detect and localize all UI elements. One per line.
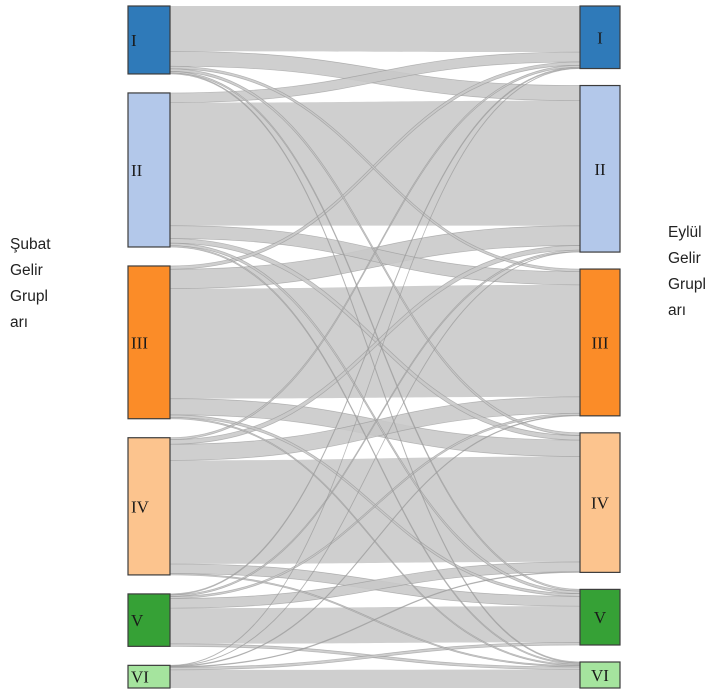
node-bar xyxy=(579,432,621,573)
left-axis-label-line: Şubat xyxy=(10,236,51,253)
right-axis-label-line: Grupl xyxy=(668,276,706,293)
node-bar xyxy=(579,5,621,70)
node-label: III xyxy=(592,333,609,352)
source-node-II: II xyxy=(127,92,171,248)
node-bar xyxy=(127,265,171,420)
left-axis-label-line: Grupl xyxy=(10,288,48,305)
target-node-I: I xyxy=(579,5,621,70)
node-bar xyxy=(127,593,171,647)
source-node-VI: VI xyxy=(127,664,171,689)
node-label: III xyxy=(131,333,148,352)
right-axis-label-line: Gelir xyxy=(668,250,701,267)
node-bar xyxy=(127,664,171,689)
right-axis-label-line: Eylül xyxy=(668,224,702,241)
flow-V-to-V xyxy=(170,606,580,644)
left-axis-label: Şubat Gelir Grupl arı xyxy=(10,232,51,336)
target-node-II: II xyxy=(579,84,621,253)
node-label: VI xyxy=(591,666,609,685)
flow-II-to-II xyxy=(170,100,580,226)
node-bar xyxy=(579,268,621,417)
target-node-IV: IV xyxy=(579,432,621,573)
target-node-V: V xyxy=(579,588,621,646)
source-node-V: V xyxy=(127,593,171,647)
source-node-III: III xyxy=(127,265,171,420)
node-bar xyxy=(579,661,621,689)
node-label: V xyxy=(594,608,607,627)
flow-IV-to-IV xyxy=(170,456,580,564)
right-axis-label: Eylül Gelir Grupl arı xyxy=(668,220,706,324)
node-label: I xyxy=(597,28,603,47)
node-bar xyxy=(127,437,171,576)
left-axis-label-line: Gelir xyxy=(10,262,43,279)
node-label: I xyxy=(131,31,137,50)
flow-I-to-I xyxy=(170,6,580,53)
node-label: IV xyxy=(591,494,610,513)
node-label: II xyxy=(594,160,606,179)
target-node-III: III xyxy=(579,268,621,417)
node-bar xyxy=(579,84,621,253)
right-axis-label-line: arı xyxy=(668,302,687,319)
flow-VI-to-VI xyxy=(170,669,580,688)
node-label: V xyxy=(131,611,144,630)
target-node-VI: VI xyxy=(579,661,621,689)
node-label: VI xyxy=(131,668,149,687)
node-bar xyxy=(127,92,171,248)
node-label: II xyxy=(131,161,143,180)
source-node-I: I xyxy=(127,5,171,75)
node-bar xyxy=(579,588,621,646)
source-node-IV: IV xyxy=(127,437,171,576)
left-axis-label-line: arı xyxy=(10,314,29,331)
node-bar xyxy=(127,5,171,75)
node-label: IV xyxy=(131,497,150,516)
flow-links xyxy=(169,6,581,688)
